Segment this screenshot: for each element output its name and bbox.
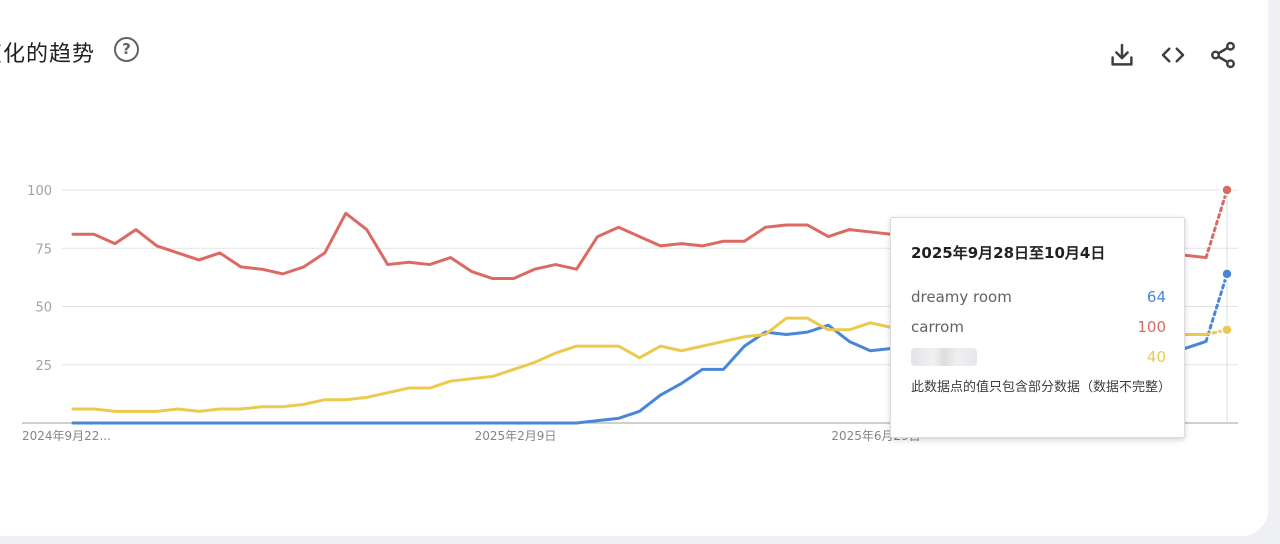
y-tick-label: 100 <box>27 184 52 199</box>
tooltip-partial-note: 此数据点的值只包含部分数据（数据不完整） <box>911 380 1172 395</box>
tooltip-series-name: dreamy room <box>911 288 1012 306</box>
tooltip-date: 2025年9月28日至10月4日 <box>911 244 1106 262</box>
code-icon[interactable] <box>1158 40 1188 70</box>
section-title: 变化的趋势 <box>0 42 96 67</box>
x-tick-label: 2025年2月9日 <box>475 429 557 443</box>
x-tick-label: 2024年9月22... <box>22 429 111 443</box>
tooltip-series-value: 100 <box>1137 318 1166 336</box>
tooltip-row: 40 <box>911 348 1166 370</box>
tooltip-series-name: carrom <box>911 318 964 336</box>
chart-tooltip: 2025年9月28日至10月4日 dreamy room 64 carrom 1… <box>890 217 1185 438</box>
help-circle-icon[interactable]: ? <box>114 37 139 62</box>
series-end-point <box>1221 268 1233 280</box>
share-icon[interactable] <box>1208 40 1238 70</box>
tooltip-row: carrom 100 <box>911 318 1166 340</box>
tooltip-row: dreamy room 64 <box>911 288 1166 310</box>
y-tick-label: 25 <box>35 359 52 374</box>
series-end-point <box>1221 184 1233 196</box>
y-tick-label: 50 <box>35 301 52 316</box>
download-icon[interactable] <box>1107 40 1137 70</box>
tooltip-series-value: 40 <box>1146 348 1166 366</box>
tooltip-series-value: 64 <box>1146 288 1166 306</box>
series-partial-line <box>1204 188 1229 260</box>
tooltip-series-name-redacted <box>911 348 977 370</box>
series-end-point <box>1221 324 1233 336</box>
series-partial-line <box>1204 272 1229 343</box>
y-tick-label: 75 <box>35 242 52 257</box>
